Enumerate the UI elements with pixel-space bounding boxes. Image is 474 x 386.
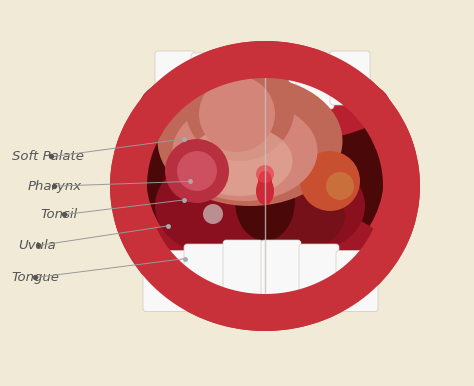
Circle shape [165,139,229,203]
Text: Soft Palate: Soft Palate [12,150,84,163]
Ellipse shape [256,177,274,205]
Text: Pharynx: Pharynx [27,179,82,193]
Circle shape [326,172,354,200]
Polygon shape [110,125,163,247]
Ellipse shape [157,76,343,206]
Ellipse shape [145,203,385,293]
Polygon shape [115,223,415,331]
Ellipse shape [188,126,292,196]
Ellipse shape [110,41,420,331]
Ellipse shape [245,181,345,251]
Ellipse shape [155,156,285,256]
Polygon shape [115,41,415,149]
Circle shape [185,51,295,161]
Text: Uvula: Uvula [18,239,56,252]
FancyBboxPatch shape [223,240,263,306]
FancyBboxPatch shape [336,251,378,312]
Ellipse shape [173,101,318,201]
Text: Tonsil: Tonsil [40,208,77,221]
Polygon shape [372,125,420,247]
Circle shape [199,76,275,152]
FancyBboxPatch shape [262,54,298,112]
FancyBboxPatch shape [261,240,301,306]
Ellipse shape [258,171,272,191]
FancyBboxPatch shape [143,251,187,312]
Ellipse shape [235,161,295,241]
Text: Tongue: Tongue [12,271,60,284]
FancyBboxPatch shape [296,53,334,109]
FancyBboxPatch shape [299,244,339,308]
Circle shape [300,151,360,211]
FancyBboxPatch shape [191,53,229,109]
Circle shape [203,204,223,224]
FancyBboxPatch shape [227,54,263,112]
Circle shape [177,151,217,191]
Ellipse shape [146,71,384,281]
FancyBboxPatch shape [184,244,226,308]
Circle shape [256,165,274,183]
Ellipse shape [255,161,365,251]
Ellipse shape [140,64,390,144]
FancyBboxPatch shape [155,51,195,105]
FancyBboxPatch shape [330,51,370,105]
